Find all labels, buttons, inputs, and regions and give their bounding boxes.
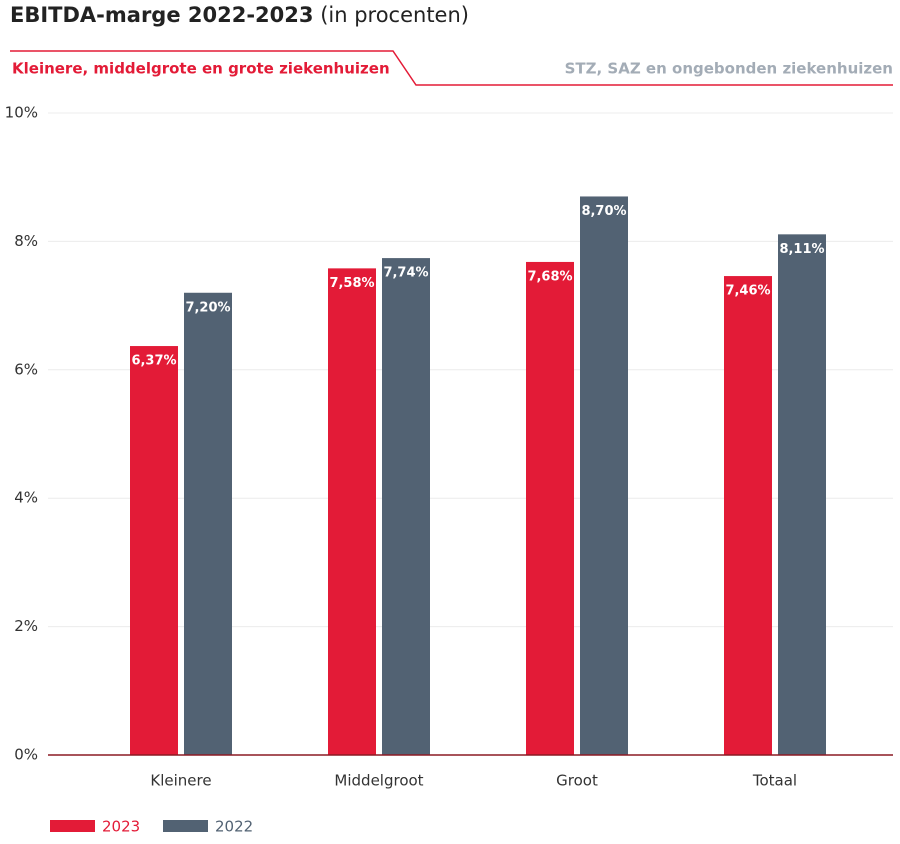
bar [130,346,178,755]
y-tick-label: 0% [14,746,38,764]
value-label: 7,74% [383,266,428,281]
y-tick-label: 8% [14,232,38,250]
y-tick-label: 4% [14,489,38,507]
legend-label: 2023 [102,818,140,836]
tab-outline [10,50,893,86]
value-label: 8,11% [779,242,824,257]
tab-active[interactable]: Kleinere, middelgrote en grote ziekenhui… [12,60,390,78]
bar [526,261,574,755]
bar [778,234,826,755]
value-label: 7,68% [527,269,572,284]
x-tick-label: Groot [556,772,598,790]
value-label: 8,70% [581,204,626,219]
y-tick-label: 10% [5,104,38,122]
value-label: 7,58% [329,276,374,291]
legend-label: 2022 [215,818,253,836]
title: EBITDA-marge 2022-2023 [10,3,314,27]
legend-swatch [50,820,95,832]
value-label: 7,20% [185,300,230,315]
legend-swatch [163,820,208,832]
bar [724,276,772,755]
x-tick-label: Middelgroot [334,772,423,790]
bar [580,196,628,755]
x-tick-label: Kleinere [150,772,211,790]
bar [382,258,430,755]
value-label: 7,46% [725,284,770,299]
subtitle: (in procenten) [320,3,469,27]
bar [184,292,232,755]
y-tick-label: 2% [14,617,38,635]
x-tick-label: Totaal [752,772,797,790]
tab-inactive[interactable]: STZ, SAZ en ongebonden ziekenhuizen [565,60,893,78]
value-label: 6,37% [131,354,176,369]
y-tick-label: 6% [14,360,38,378]
bar [328,268,376,755]
chart-title: EBITDA-marge 2022-2023 (in procenten) [10,3,469,27]
